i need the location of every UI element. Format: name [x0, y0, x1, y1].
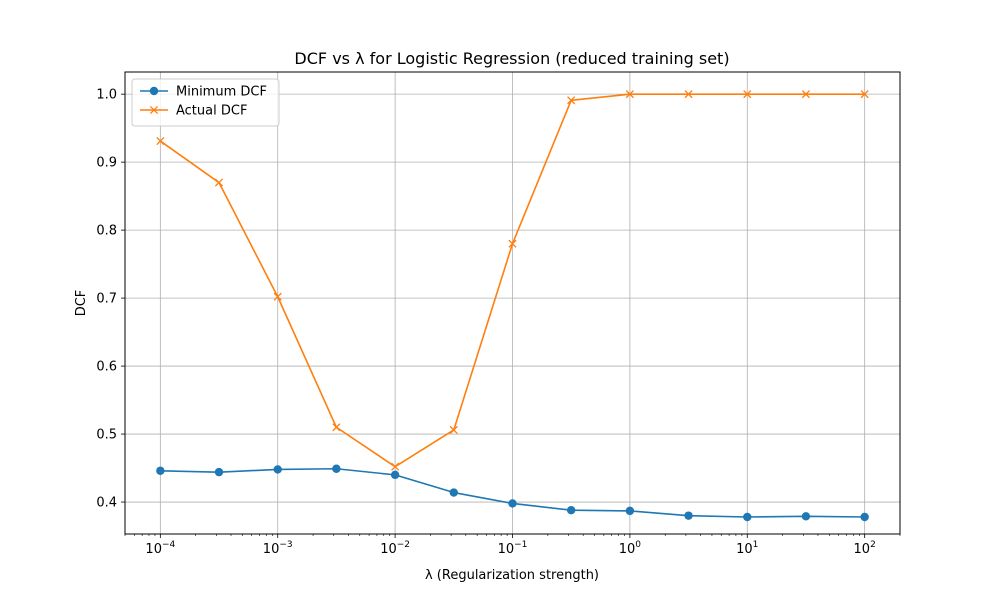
x-tick-label: 10−2: [380, 540, 410, 557]
actual-dcf-point: [801, 90, 810, 99]
actual-dcf-marker-stroke: [508, 239, 517, 248]
legend-label-minimum-dcf: Minimum DCF: [176, 85, 267, 100]
minimum-dcf-point: [625, 506, 635, 516]
x-tick-base: 10: [498, 542, 515, 557]
actual-dcf-point: [684, 90, 693, 99]
x-tick-exponent: 1: [753, 540, 759, 550]
x-tick-base: 10: [736, 542, 753, 557]
actual-dcf-marker-stroke: [391, 462, 400, 471]
legend-marker-actual-dcf: [149, 105, 159, 115]
actual-dcf-marker-stroke: [156, 137, 165, 146]
actual-dcf-point: [625, 90, 634, 99]
actual-dcf-marker-stroke: [801, 90, 810, 99]
x-axis-label: λ (Regularization strength): [425, 568, 599, 583]
x-tick-label: 10−4: [145, 540, 175, 557]
x-tick-exponent: 0: [635, 540, 641, 550]
actual-dcf-marker-stroke: [860, 90, 869, 99]
y-tick-label: 0.9: [96, 156, 117, 171]
x-tick-label: 101: [736, 540, 758, 557]
legend-label-actual-dcf: Actual DCF: [176, 104, 247, 119]
x-tick-base: 10: [619, 542, 636, 557]
x-tick-base: 10: [854, 542, 871, 557]
actual-dcf-point: [508, 239, 517, 248]
y-tick-label: 0.8: [96, 224, 117, 239]
x-tick-base: 10: [145, 542, 162, 557]
actual-dcf-marker-stroke: [684, 90, 693, 99]
actual-dcf-marker-stroke: [625, 90, 634, 99]
actual-dcf-point: [860, 90, 869, 99]
minimum-dcf-point: [508, 499, 517, 508]
y-tick-label: 0.6: [96, 360, 117, 375]
gridlines: [125, 72, 900, 534]
x-tick-exponent: −2: [397, 540, 410, 550]
x-tick-exponent: −1: [514, 540, 527, 550]
actual-dcf-marker-stroke: [214, 178, 224, 187]
minimum-dcf-point: [332, 464, 341, 473]
minimum-dcf-point: [214, 467, 224, 477]
legend-marker-minimum-dcf: [149, 86, 159, 96]
series-layer: [156, 90, 869, 522]
y-axis-label: DCF: [74, 290, 89, 317]
minimum-dcf-point: [743, 512, 752, 522]
actual-dcf-marker-stroke: [743, 90, 752, 99]
legend: Minimum DCF Actual DCF: [131, 78, 280, 127]
x-tick-base: 10: [380, 542, 397, 557]
actual-dcf-marker-stroke: [332, 423, 341, 432]
minimum-dcf-point: [156, 466, 165, 475]
y-tick-label: 1.0: [96, 88, 117, 103]
x-tick-label: 100: [619, 540, 642, 557]
chart-title: DCF vs λ for Logistic Regression (reduce…: [294, 49, 729, 68]
actual-dcf-point: [156, 137, 165, 146]
axis-ticks: 10−4 10−3 10−2 10−1 100 101 1020.40.50.60.70.8…: [96, 88, 901, 557]
x-tick-exponent: −4: [162, 540, 176, 550]
x-tick-exponent: −3: [279, 540, 292, 550]
actual-dcf-point: [214, 178, 224, 187]
minimum-dcf-point: [860, 512, 869, 522]
y-tick-label: 0.7: [96, 292, 117, 307]
actual-dcf-marker-stroke: [567, 96, 576, 105]
minimum-dcf-point: [273, 465, 282, 474]
x-tick-label: 102: [854, 540, 876, 557]
legend-box: [131, 78, 280, 127]
actual-dcf-point: [273, 292, 282, 301]
x-tick-base: 10: [263, 542, 280, 557]
actual-dcf-point: [449, 425, 458, 435]
minimum-dcf-point: [684, 511, 693, 520]
x-tick-label: 10−3: [263, 540, 293, 557]
actual-dcf-point: [332, 423, 341, 432]
y-tick-label: 0.4: [96, 496, 117, 511]
actual-dcf-point: [567, 96, 576, 105]
actual-dcf-marker-stroke: [449, 425, 458, 435]
minimum-dcf-point: [449, 488, 458, 497]
x-tick-exponent: 2: [870, 540, 876, 550]
actual-dcf-marker-stroke: [273, 292, 282, 301]
minimum-dcf-point: [801, 512, 811, 521]
actual-dcf-point: [391, 462, 400, 471]
actual-dcf-point: [743, 90, 752, 99]
minimum-dcf-point: [390, 470, 400, 480]
x-tick-label: 10−1: [498, 540, 528, 557]
minimum-dcf-point: [566, 506, 576, 515]
y-tick-label: 0.5: [96, 428, 117, 443]
